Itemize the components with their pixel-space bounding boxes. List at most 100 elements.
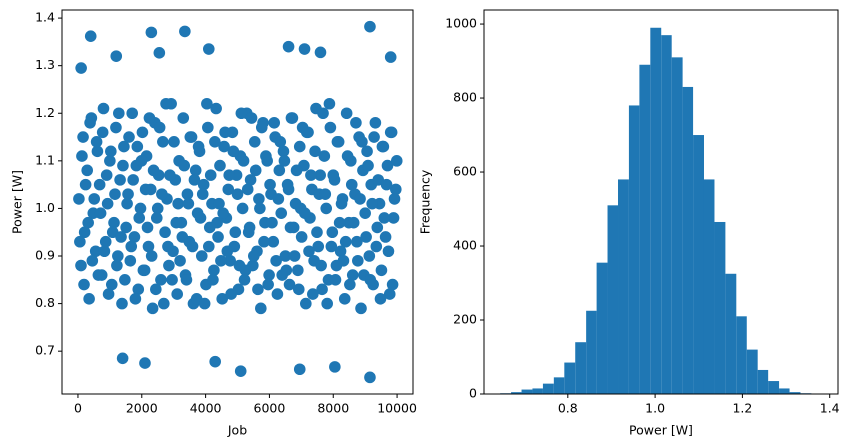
point [374,293,387,305]
point [209,136,221,148]
point [86,254,99,267]
point [307,288,319,300]
point [388,193,401,205]
point [278,155,291,167]
point [324,121,337,134]
y-tick-label: 0.9 [35,248,55,263]
point [90,136,103,148]
point [207,273,219,286]
point [337,254,350,267]
point [317,107,329,120]
point [131,140,144,153]
point [351,235,363,248]
point [174,254,186,267]
point [178,159,191,172]
point [341,150,354,162]
bar [671,57,683,394]
point [122,188,134,200]
point [274,136,287,148]
point [89,245,102,258]
point [79,178,92,191]
point [292,283,305,296]
point [288,250,301,262]
point [96,126,109,139]
point [335,197,348,210]
x-tick-label: 6000 [254,401,286,416]
point [340,107,353,120]
point [192,140,205,153]
point [137,264,150,277]
point [280,264,293,277]
point [77,131,89,143]
point [380,178,393,191]
point [311,226,323,239]
point [316,283,328,296]
point [157,297,170,310]
y-tick-label: 1.3 [35,57,55,72]
bar [607,205,619,394]
point [300,297,312,310]
point [218,140,230,153]
point [282,183,295,196]
point [260,150,272,162]
bar [511,392,522,394]
point [97,102,110,115]
point [211,216,223,229]
bar [768,381,780,394]
point [210,102,222,115]
point [195,250,208,262]
point [236,202,249,215]
point [359,207,371,219]
point [170,216,183,229]
point [197,178,210,191]
point [94,207,107,219]
point [378,212,391,224]
point [160,97,172,110]
point [114,174,126,186]
bar [596,262,608,394]
point [363,250,376,262]
point [344,278,356,291]
point [271,288,284,300]
point [338,293,351,305]
point [312,240,325,253]
point [248,136,261,148]
point [244,174,257,186]
y-tick-label: 0.7 [35,343,55,358]
point [91,145,104,158]
point [334,245,347,258]
point [266,216,278,229]
point [204,169,217,181]
point [125,240,138,253]
point [371,221,384,234]
point [116,352,129,365]
point [147,164,160,177]
point [84,116,96,129]
point [329,361,341,373]
bar [789,392,801,394]
plot [500,27,822,395]
point [253,193,265,205]
point [286,112,299,124]
point [99,235,112,248]
point [146,302,159,315]
y-tick-label: 0 [469,386,477,401]
point [163,259,175,272]
point [115,231,127,243]
point [120,221,132,234]
point [110,50,123,62]
point [184,131,197,143]
point [329,273,342,286]
plot [73,20,403,384]
point [252,283,264,296]
point [381,159,394,172]
point [109,188,121,200]
point [110,121,122,134]
point [300,126,313,139]
bar [575,342,587,394]
point [263,269,275,281]
x-axis-label: Power [W] [629,423,693,438]
point [194,212,207,224]
bar [564,362,576,394]
point [88,193,101,205]
